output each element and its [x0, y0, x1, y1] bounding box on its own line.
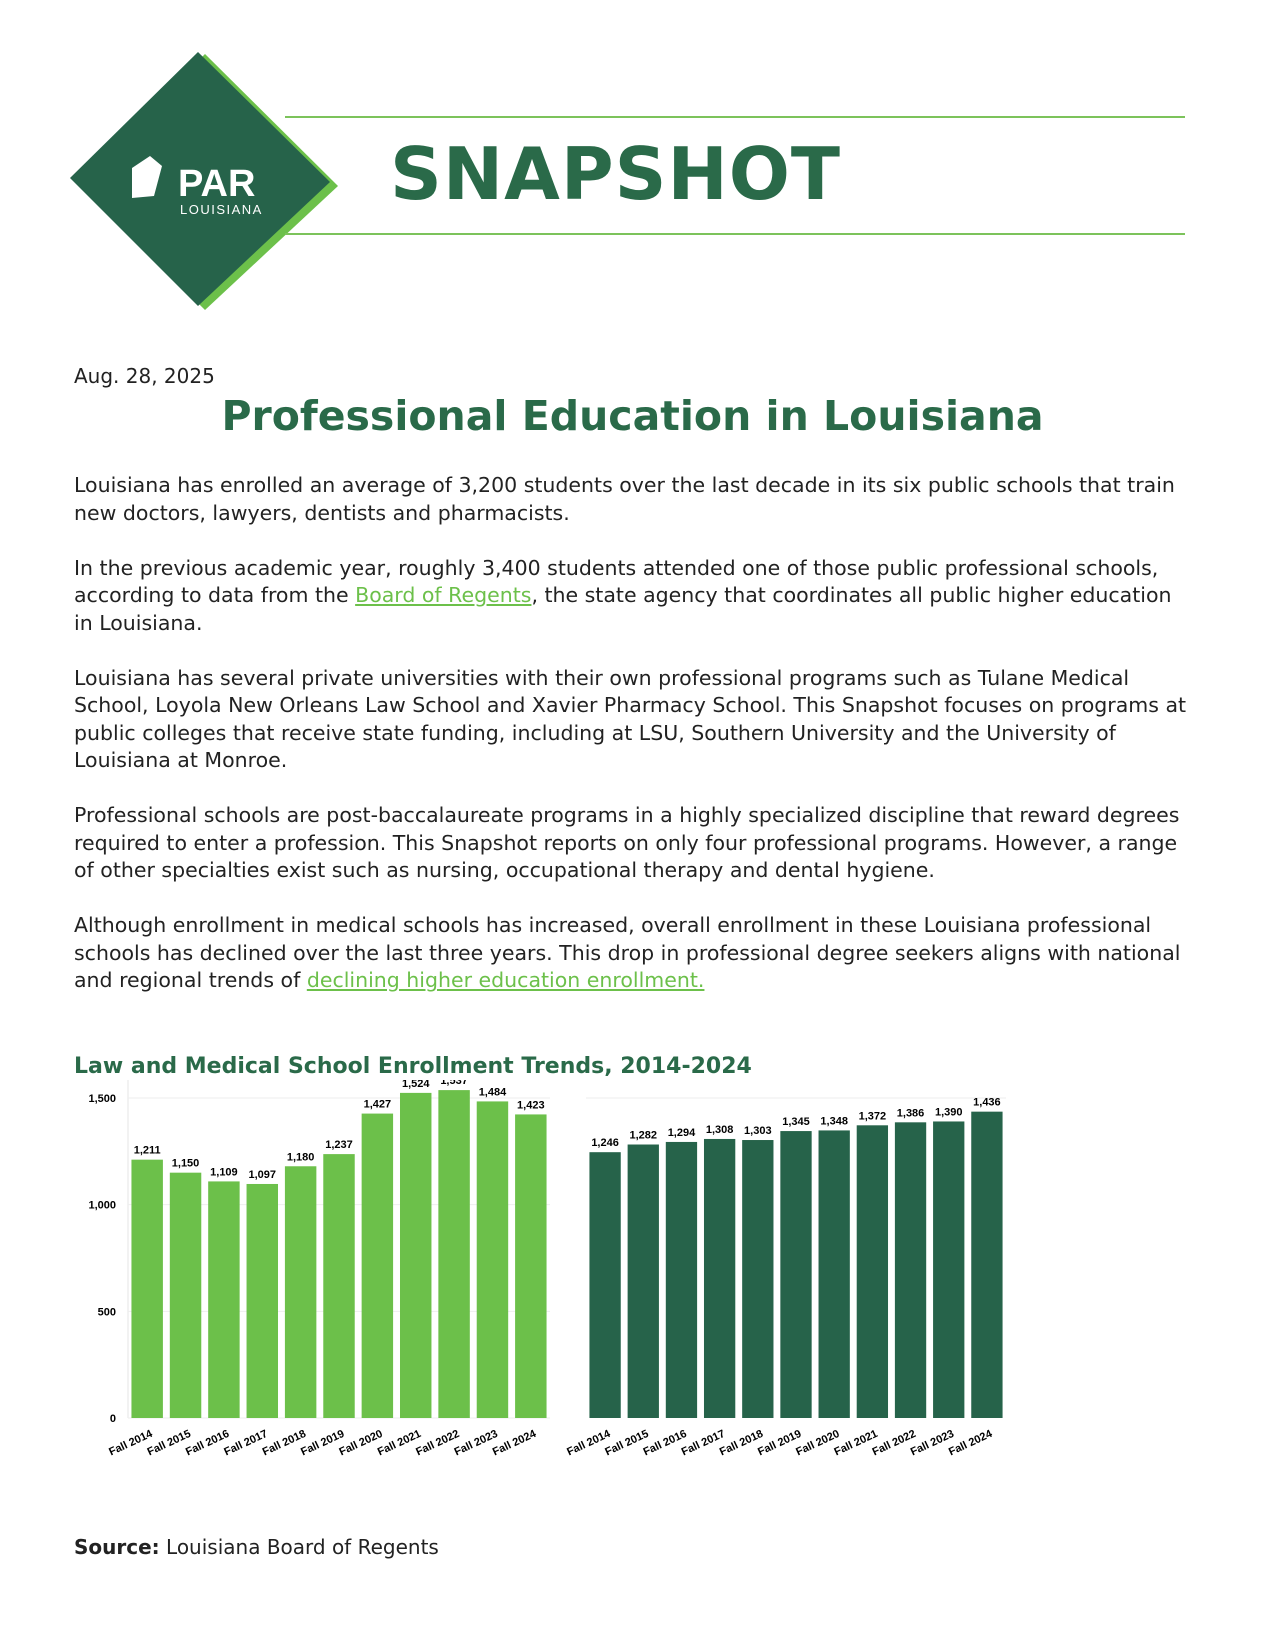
- bar-fall-2017: [703, 1138, 736, 1418]
- x-tick-label: Fall 2023: [453, 1428, 500, 1459]
- bar-fall-2014: [131, 1159, 163, 1418]
- bar-fall-2023: [476, 1101, 509, 1418]
- data-label: 1,436: [973, 1097, 1001, 1109]
- data-label: 1,097: [249, 1169, 277, 1181]
- x-tick-label: Fall 2020: [337, 1428, 384, 1459]
- bar-fall-2014: [589, 1152, 621, 1418]
- bar-fall-2021: [399, 1092, 432, 1418]
- x-tick-label: Fall 2015: [146, 1428, 193, 1459]
- bar-fall-2019: [323, 1154, 355, 1418]
- bar-fall-2024: [515, 1114, 547, 1418]
- data-label: 1,537: [440, 1080, 468, 1087]
- bar-fall-2024: [971, 1111, 1003, 1418]
- bar-fall-2020: [818, 1130, 850, 1418]
- data-label: 1,109: [210, 1166, 238, 1178]
- bar-fall-2023: [933, 1121, 965, 1418]
- x-tick-label: Fall 2019: [299, 1428, 346, 1459]
- data-label: 1,180: [287, 1151, 315, 1163]
- article-body: Louisiana has enrolled an average of 3,2…: [74, 472, 1194, 1022]
- publish-date: Aug. 28, 2025: [74, 364, 215, 388]
- data-label: 1,390: [935, 1106, 963, 1118]
- data-label: 1,303: [744, 1125, 772, 1137]
- data-label: 1,423: [517, 1099, 545, 1111]
- x-tick-label: Fall 2024: [491, 1427, 539, 1458]
- chart-title: Law and Medical School Enrollment Trends…: [74, 1054, 752, 1079]
- paragraph: Louisiana has enrolled an average of 3,2…: [74, 473, 1175, 525]
- data-label: 1,348: [820, 1115, 848, 1127]
- y-tick-label: 1,500: [88, 1093, 116, 1105]
- data-label: 1,524: [402, 1080, 430, 1090]
- data-label: 1,372: [859, 1110, 887, 1122]
- bar-fall-2020: [361, 1113, 394, 1418]
- y-tick-label: 0: [110, 1413, 116, 1425]
- par-louisiana-logo: PAR LOUISIANA: [70, 52, 338, 310]
- bar-fall-2015: [169, 1172, 202, 1418]
- x-tick-label: Fall 2022: [414, 1428, 461, 1459]
- x-tick-label: Fall 2018: [261, 1428, 308, 1459]
- paragraph: Louisiana has several private universiti…: [74, 665, 1187, 773]
- data-label: 1,484: [479, 1086, 507, 1098]
- y-tick-label: 1,000: [88, 1200, 116, 1212]
- data-label: 1,386: [897, 1107, 925, 1119]
- data-label: 1,237: [325, 1139, 353, 1151]
- bar-fall-2021: [856, 1125, 889, 1418]
- data-label: 1,427: [364, 1099, 392, 1111]
- x-tick-label: Fall 2021: [376, 1428, 423, 1459]
- data-label: 1,282: [630, 1130, 658, 1142]
- paragraph: Professional schools are post-baccalaure…: [74, 803, 1180, 882]
- data-label: 1,308: [706, 1124, 734, 1136]
- board-of-regents-link[interactable]: Board of Regents: [355, 583, 532, 607]
- source-note: Source: Louisiana Board of Regents: [74, 1535, 439, 1559]
- bar-fall-2017: [246, 1183, 279, 1418]
- data-label: 1,246: [591, 1137, 619, 1149]
- page-title: Professional Education in Louisiana: [221, 392, 1044, 440]
- bar-fall-2019: [780, 1131, 812, 1418]
- svg-text:PAR: PAR: [178, 163, 255, 205]
- header-line-top: [285, 116, 1185, 118]
- x-tick-label: Fall 2017: [222, 1428, 269, 1459]
- bar-fall-2016: [208, 1181, 240, 1418]
- data-label: 1,345: [782, 1116, 810, 1128]
- bar-fall-2022: [438, 1090, 470, 1418]
- data-label: 1,150: [172, 1158, 200, 1170]
- paragraph: In the previous academic year, roughly 3…: [74, 555, 1172, 635]
- snapshot-banner: SNAPSHOT: [390, 132, 842, 216]
- x-tick-label: Fall 2016: [184, 1428, 231, 1459]
- data-label: 1,211: [134, 1145, 161, 1157]
- bar-fall-2022: [894, 1122, 927, 1418]
- header-line-bottom: [285, 233, 1185, 235]
- bar-fall-2018: [284, 1166, 317, 1418]
- x-tick-label: Fall 2024: [947, 1427, 995, 1458]
- declining-enrollment-link[interactable]: declining higher education enrollment.: [306, 968, 705, 992]
- bar-fall-2018: [742, 1140, 774, 1418]
- data-label: 1,294: [668, 1127, 696, 1139]
- bar-fall-2015: [627, 1144, 659, 1418]
- bar-fall-2016: [665, 1141, 698, 1418]
- svg-text:LOUISIANA: LOUISIANA: [180, 202, 263, 217]
- paragraph: Although enrollment in medical schools h…: [74, 913, 1181, 992]
- y-tick-label: 500: [98, 1306, 116, 1318]
